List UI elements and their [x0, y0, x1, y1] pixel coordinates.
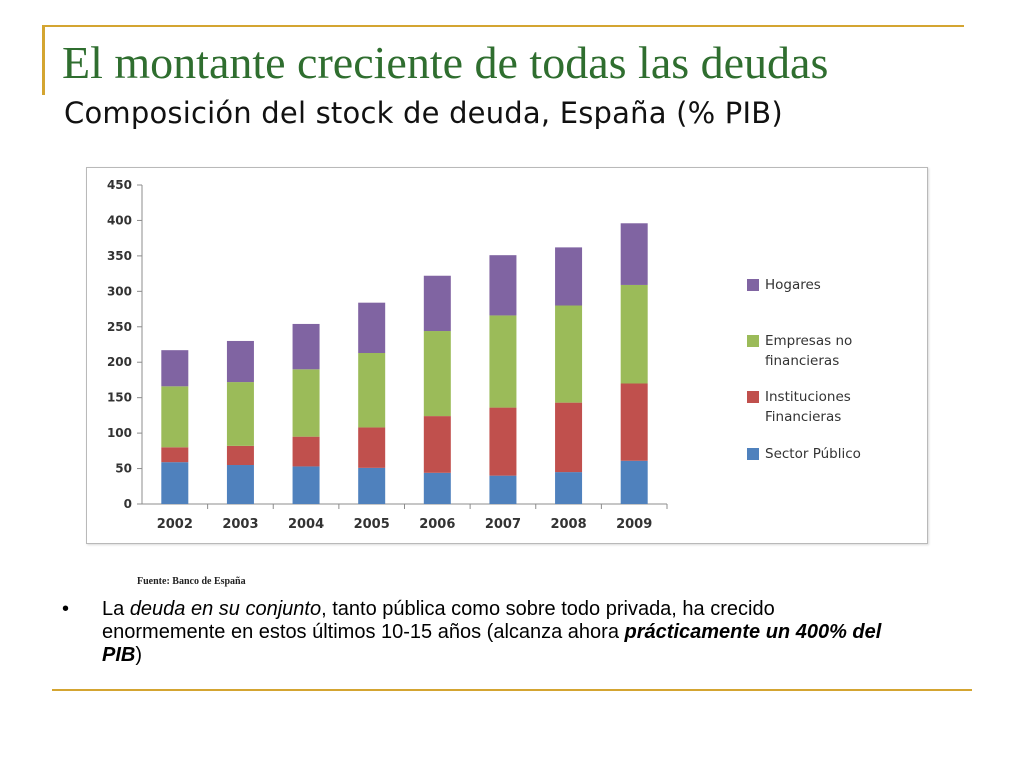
legend-swatch	[747, 279, 759, 291]
bar-segment	[423, 472, 451, 504]
x-tick-label: 2004	[288, 517, 324, 532]
bar-segment	[620, 223, 648, 285]
y-tick-label: 200	[107, 355, 132, 369]
bar-segment	[161, 350, 189, 387]
bar-segment	[161, 386, 189, 448]
legend-swatch	[747, 448, 759, 460]
bar-segment	[555, 472, 583, 504]
bar-segment	[555, 305, 583, 403]
accent-rule-left	[42, 25, 45, 95]
legend-label: financieras	[765, 353, 839, 369]
x-tick-label: 2003	[222, 517, 258, 532]
accent-rule-bottom	[52, 689, 972, 691]
legend-label: Instituciones	[765, 389, 851, 405]
bullet-strong-emphasis: prácticamente un 400% del PIB	[102, 621, 882, 666]
bar-segment	[489, 315, 517, 408]
x-tick-label: 2005	[354, 517, 390, 532]
bar-segment	[161, 462, 189, 504]
bar-segment	[423, 275, 451, 332]
x-tick-label: 2002	[157, 517, 193, 532]
y-tick-label: 450	[107, 178, 132, 192]
bullet-text-part: La	[102, 598, 130, 620]
y-tick-label: 50	[115, 462, 132, 476]
y-tick-label: 300	[107, 284, 132, 298]
y-tick-label: 150	[107, 391, 132, 405]
bullet-text-part: , tanto pública como sobre todo privada,…	[102, 598, 775, 643]
source-note: Fuente: Banco de España	[137, 576, 246, 587]
bar-segment	[226, 445, 254, 466]
chart-panel: 0 50 100 150 200 250 300 350 400 450 2002 2003 2004 2…	[86, 167, 928, 544]
y-tick-label: 100	[107, 426, 132, 440]
y-tick-label: 0	[124, 497, 132, 511]
bar-segment	[555, 247, 583, 306]
bar-segment	[161, 447, 189, 463]
bar-segment	[358, 302, 386, 354]
bar-segment	[292, 323, 320, 370]
bar-segment	[292, 436, 320, 467]
bullet-text-part: )	[135, 644, 143, 666]
bar-segment	[423, 331, 451, 417]
bar-segment	[358, 467, 386, 504]
y-tick-label: 350	[107, 249, 132, 263]
bar-segment	[620, 460, 648, 504]
bar-segment	[226, 465, 254, 504]
legend-swatch	[747, 391, 759, 403]
x-tick-label: 2006	[419, 517, 455, 532]
bar-segment	[489, 255, 517, 316]
bar-segment	[226, 340, 254, 383]
bullet-marker: •	[62, 598, 70, 620]
bar-segment	[489, 475, 517, 504]
stacked-bar-chart: 0 50 100 150 200 250 300 350 400 450 2002 2003 2004 2…	[107, 178, 861, 532]
legend-label: Hogares	[765, 277, 821, 293]
x-tick-label: 2007	[485, 517, 521, 532]
bar-segment	[358, 427, 386, 468]
x-tick-label: 2008	[550, 517, 586, 532]
chart-title: Composición del stock de deuda, España (…	[64, 96, 783, 130]
legend-label: Empresas no	[765, 333, 852, 349]
y-tick-label: 250	[107, 320, 132, 334]
bar-segment	[292, 466, 320, 504]
bar-segment	[620, 383, 648, 461]
bar-segment	[489, 407, 517, 476]
bar-segment	[226, 382, 254, 446]
x-tick-label: 2009	[616, 517, 652, 532]
bar-segment	[620, 284, 648, 384]
y-tick-label: 400	[107, 213, 132, 227]
legend-label: Sector Público	[765, 446, 861, 462]
accent-rule-top	[42, 25, 964, 27]
bar-segment	[358, 353, 386, 428]
bullet-emphasis: deuda en su conjunto	[129, 598, 322, 620]
bullet-text: La deuda en su conjunto, tanto pública c…	[102, 598, 902, 667]
legend-swatch	[747, 335, 759, 347]
bar-segment	[423, 416, 451, 473]
legend-label: Financieras	[765, 409, 841, 425]
bar-segment	[292, 369, 320, 437]
bar-segment	[555, 402, 583, 473]
slide-title: El montante creciente de todas las deuda…	[62, 37, 829, 88]
